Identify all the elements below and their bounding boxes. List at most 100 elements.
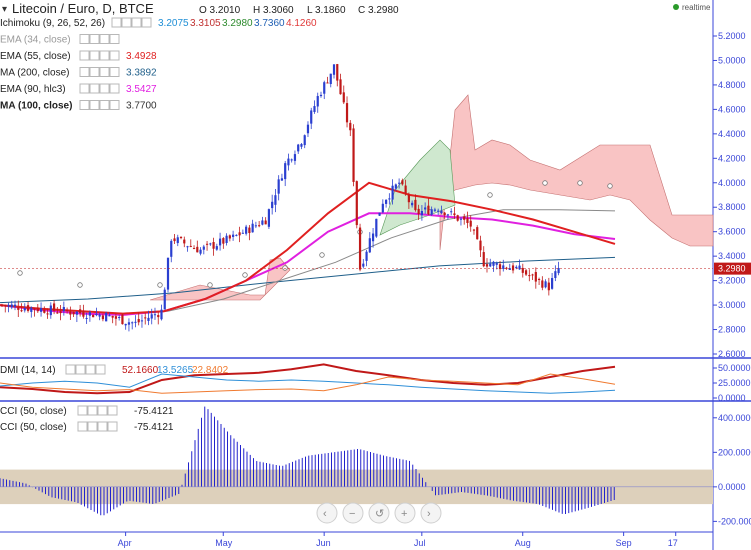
candle-body xyxy=(531,274,534,276)
eye-icon xyxy=(65,364,76,375)
ohlc-close: C 3.2980 xyxy=(358,5,399,16)
candle-body xyxy=(56,312,59,314)
candle-body xyxy=(186,246,189,248)
candle-body xyxy=(196,246,199,253)
candle-body xyxy=(482,252,485,267)
candle-body xyxy=(144,317,147,319)
candle-body xyxy=(453,213,456,216)
reset-icon-glyph: ↺ xyxy=(375,508,384,520)
candle-body xyxy=(179,236,183,239)
candle-body xyxy=(111,315,114,318)
candle-body xyxy=(209,243,212,245)
candle-body xyxy=(95,313,98,316)
candle-body xyxy=(511,265,515,271)
indicator-legend-value: 3.4928 xyxy=(126,51,157,62)
gear-icon xyxy=(87,421,98,432)
candle-body xyxy=(26,305,30,311)
candle-body xyxy=(323,82,326,94)
ma100-marker xyxy=(157,282,163,288)
close-icon xyxy=(95,364,106,375)
candle-body xyxy=(554,271,557,279)
candle-body xyxy=(407,194,410,203)
last-price-badge xyxy=(714,262,751,275)
candle-body xyxy=(332,64,336,75)
indicator-legend-name: EMA (34, close) xyxy=(0,35,71,46)
candle-body xyxy=(446,214,450,216)
plus-icon xyxy=(99,50,110,61)
candle-body xyxy=(550,278,554,289)
price-tick-label: 4.6000 xyxy=(718,104,746,114)
candle-body xyxy=(261,220,264,225)
price-tick-label: 3.0000 xyxy=(718,300,746,310)
indicator-legend-value: 3.7360 xyxy=(254,18,285,29)
candle-body xyxy=(541,280,544,288)
zoom-in-icon-glyph: + xyxy=(401,508,407,520)
candle-body xyxy=(176,237,179,244)
candle-body xyxy=(280,178,284,181)
close-icon xyxy=(141,17,152,28)
zoom-in-icon[interactable] xyxy=(394,502,416,524)
close-icon xyxy=(109,34,120,44)
plus-icon xyxy=(99,100,110,110)
symbol-title[interactable]: Litecoin / Euro, D, BTCE xyxy=(12,1,154,16)
candle-body xyxy=(245,226,248,234)
indicator-legend-name: EMA (55, close) xyxy=(0,51,71,62)
candle-body xyxy=(424,207,427,210)
dmi-series-adx xyxy=(0,363,616,395)
eye-icon xyxy=(111,17,122,28)
ohlc-high: H 3.3060 xyxy=(253,5,294,16)
candle-body xyxy=(23,308,26,311)
gear-icon xyxy=(89,83,100,94)
time-tick-label: Jun xyxy=(316,538,331,548)
dmi-legend-name: DMI (14, 14) xyxy=(0,365,56,376)
close-icon xyxy=(107,421,118,432)
indicator-legend-name: MA (100, close) xyxy=(0,101,72,112)
candle-body xyxy=(479,240,482,251)
candle-body xyxy=(518,265,521,270)
candle-body xyxy=(303,135,306,146)
scroll-left-icon[interactable] xyxy=(316,502,338,524)
candle-body xyxy=(492,261,495,266)
candle-body xyxy=(39,307,43,312)
candle-body xyxy=(271,201,274,209)
candle-body xyxy=(443,212,446,216)
candle-body xyxy=(293,154,297,161)
candle-body xyxy=(336,64,339,81)
candle-body xyxy=(36,307,39,312)
eye-icon xyxy=(79,50,90,61)
candle-body xyxy=(345,103,349,123)
zoom-out-icon[interactable] xyxy=(342,502,364,524)
price-tick-label: 4.4000 xyxy=(718,129,746,139)
ma100-marker xyxy=(17,270,23,276)
realtime-label: realtime xyxy=(682,3,711,12)
candle-body xyxy=(476,227,479,240)
close-icon xyxy=(107,405,118,416)
scroll-right-icon[interactable] xyxy=(420,502,442,524)
reset-icon[interactable] xyxy=(368,502,390,524)
candle-body xyxy=(427,205,430,215)
candle-body xyxy=(170,240,173,257)
candle-body xyxy=(10,304,13,308)
gear-icon xyxy=(87,405,98,416)
candle-body xyxy=(310,110,313,124)
gear-icon xyxy=(121,17,132,28)
candle-body xyxy=(108,315,111,317)
candle-body xyxy=(459,218,463,220)
candle-body xyxy=(7,304,10,307)
candle-body xyxy=(313,106,316,112)
ohlc-low: L 3.1860 xyxy=(307,5,346,16)
candle-body xyxy=(411,202,414,206)
plus-icon xyxy=(99,83,110,94)
candle-body xyxy=(127,322,131,325)
candle-body xyxy=(218,238,222,246)
candle-body xyxy=(306,124,310,134)
candle-body xyxy=(371,233,375,242)
candle-body xyxy=(368,238,371,253)
candle-body xyxy=(528,275,531,277)
chevron-down-icon[interactable]: ▾ xyxy=(2,4,7,15)
price-tick-label: 2.8000 xyxy=(718,325,746,335)
candle-body xyxy=(495,263,498,265)
gear-icon xyxy=(89,67,100,77)
candle-body xyxy=(375,218,378,237)
cci-tick-label: 200.0000 xyxy=(718,447,751,457)
